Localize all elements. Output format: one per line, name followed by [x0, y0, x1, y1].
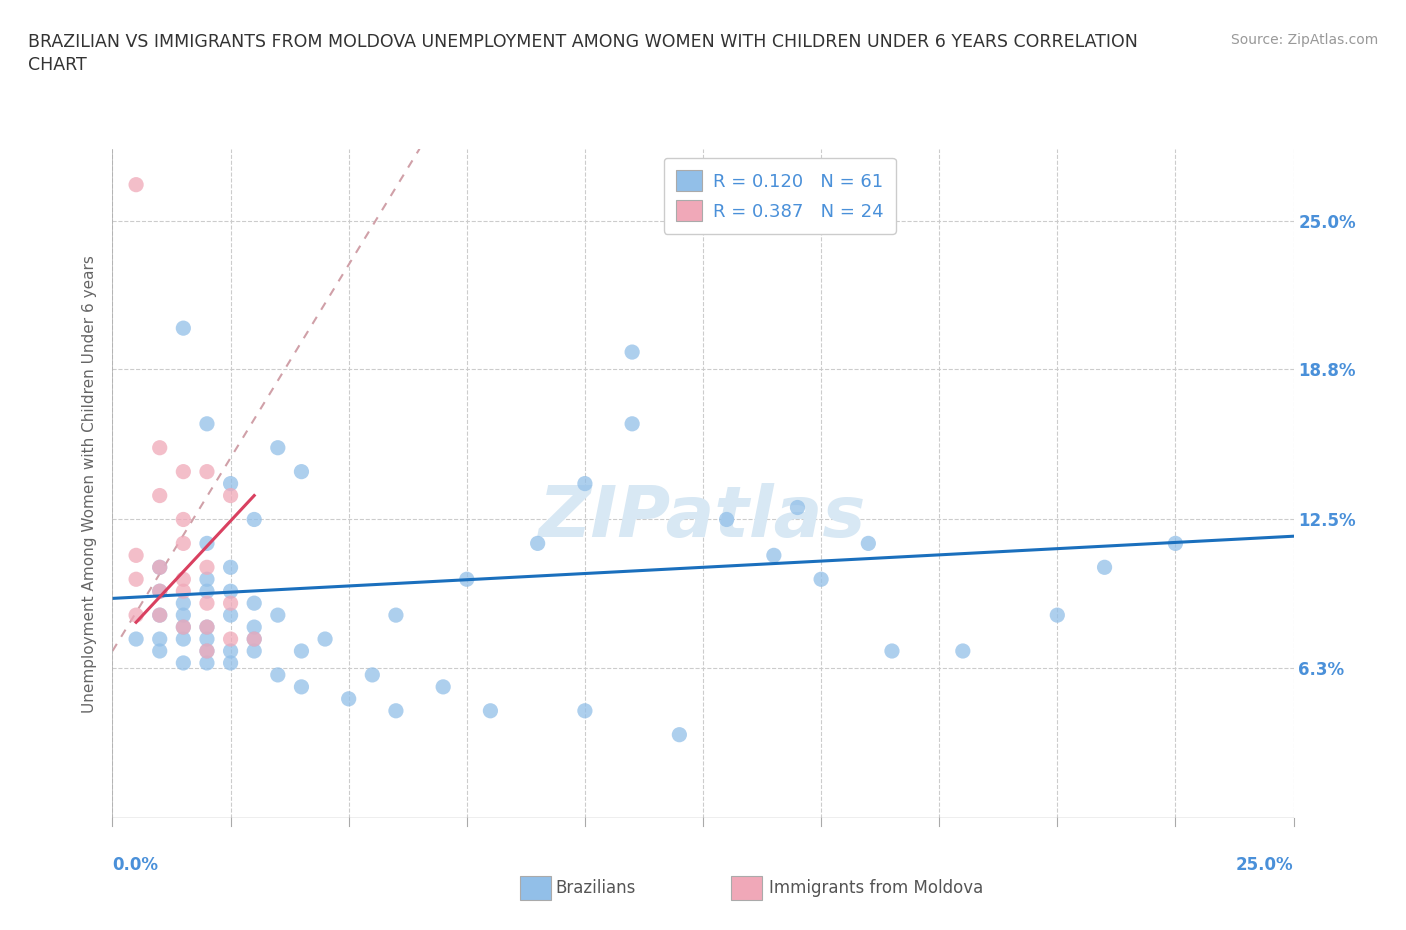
Point [172, 536, 194, 551]
Point [456, 572, 478, 587]
Point [786, 500, 808, 515]
Legend: R = 0.120   N = 61, R = 0.387   N = 24: R = 0.120 N = 61, R = 0.387 N = 24 [664, 158, 896, 233]
Point [149, 488, 172, 503]
Point [125, 607, 148, 622]
Point [149, 440, 172, 455]
Point [290, 644, 312, 658]
Point [195, 464, 218, 479]
Text: 25.0%: 25.0% [1236, 856, 1294, 873]
Point [219, 644, 242, 658]
Point [267, 668, 290, 683]
Text: 0.0%: 0.0% [112, 856, 159, 873]
Point [526, 536, 548, 551]
Point [172, 619, 194, 634]
Point [172, 656, 194, 671]
Point [621, 417, 644, 432]
Point [195, 631, 218, 646]
Point [385, 607, 408, 622]
Point [219, 476, 242, 491]
Point [243, 644, 266, 658]
Point [149, 560, 172, 575]
Point [1164, 536, 1187, 551]
Point [952, 644, 974, 658]
Text: CHART: CHART [28, 56, 87, 73]
Point [219, 488, 242, 503]
Point [125, 572, 148, 587]
Point [361, 668, 384, 683]
Point [880, 644, 903, 658]
Point [195, 417, 218, 432]
Point [243, 512, 266, 527]
Point [290, 680, 312, 695]
Point [267, 607, 290, 622]
Point [621, 345, 644, 360]
Point [172, 607, 194, 622]
Point [172, 631, 194, 646]
Point [195, 560, 218, 575]
Point [219, 560, 242, 575]
Point [195, 536, 218, 551]
Point [172, 321, 194, 336]
Point [195, 644, 218, 658]
Point [243, 631, 266, 646]
Point [195, 656, 218, 671]
Point [195, 572, 218, 587]
Point [195, 596, 218, 611]
Point [668, 727, 690, 742]
Point [149, 584, 172, 599]
Text: Brazilians: Brazilians [555, 879, 636, 897]
Text: BRAZILIAN VS IMMIGRANTS FROM MOLDOVA UNEMPLOYMENT AMONG WOMEN WITH CHILDREN UNDE: BRAZILIAN VS IMMIGRANTS FROM MOLDOVA UNE… [28, 33, 1137, 50]
Point [716, 512, 738, 527]
Point [432, 680, 454, 695]
Point [172, 619, 194, 634]
Point [125, 178, 148, 193]
Point [1094, 560, 1116, 575]
Point [149, 607, 172, 622]
Point [219, 631, 242, 646]
Point [219, 596, 242, 611]
Point [172, 572, 194, 587]
Point [219, 656, 242, 671]
Point [574, 476, 596, 491]
Text: Immigrants from Moldova: Immigrants from Moldova [769, 879, 983, 897]
Point [219, 584, 242, 599]
Point [574, 703, 596, 718]
Point [125, 631, 148, 646]
Point [195, 584, 218, 599]
Text: Source: ZipAtlas.com: Source: ZipAtlas.com [1230, 33, 1378, 46]
Point [243, 596, 266, 611]
Point [479, 703, 502, 718]
Point [1046, 607, 1069, 622]
Point [385, 703, 408, 718]
Point [172, 596, 194, 611]
Point [149, 607, 172, 622]
Point [858, 536, 880, 551]
Point [149, 631, 172, 646]
Point [243, 619, 266, 634]
Point [290, 464, 312, 479]
Point [219, 607, 242, 622]
Point [172, 512, 194, 527]
Y-axis label: Unemployment Among Women with Children Under 6 years: Unemployment Among Women with Children U… [82, 255, 97, 712]
Point [195, 619, 218, 634]
Point [762, 548, 785, 563]
Point [172, 584, 194, 599]
Point [243, 631, 266, 646]
Point [195, 619, 218, 634]
Point [125, 548, 148, 563]
Point [149, 644, 172, 658]
Point [267, 440, 290, 455]
Point [337, 691, 360, 706]
Point [172, 464, 194, 479]
Point [195, 644, 218, 658]
Point [314, 631, 336, 646]
Text: ZIPatlas: ZIPatlas [540, 483, 866, 551]
Point [149, 560, 172, 575]
Point [149, 584, 172, 599]
Point [810, 572, 832, 587]
